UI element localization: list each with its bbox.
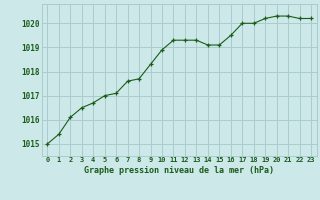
X-axis label: Graphe pression niveau de la mer (hPa): Graphe pression niveau de la mer (hPa): [84, 166, 274, 175]
